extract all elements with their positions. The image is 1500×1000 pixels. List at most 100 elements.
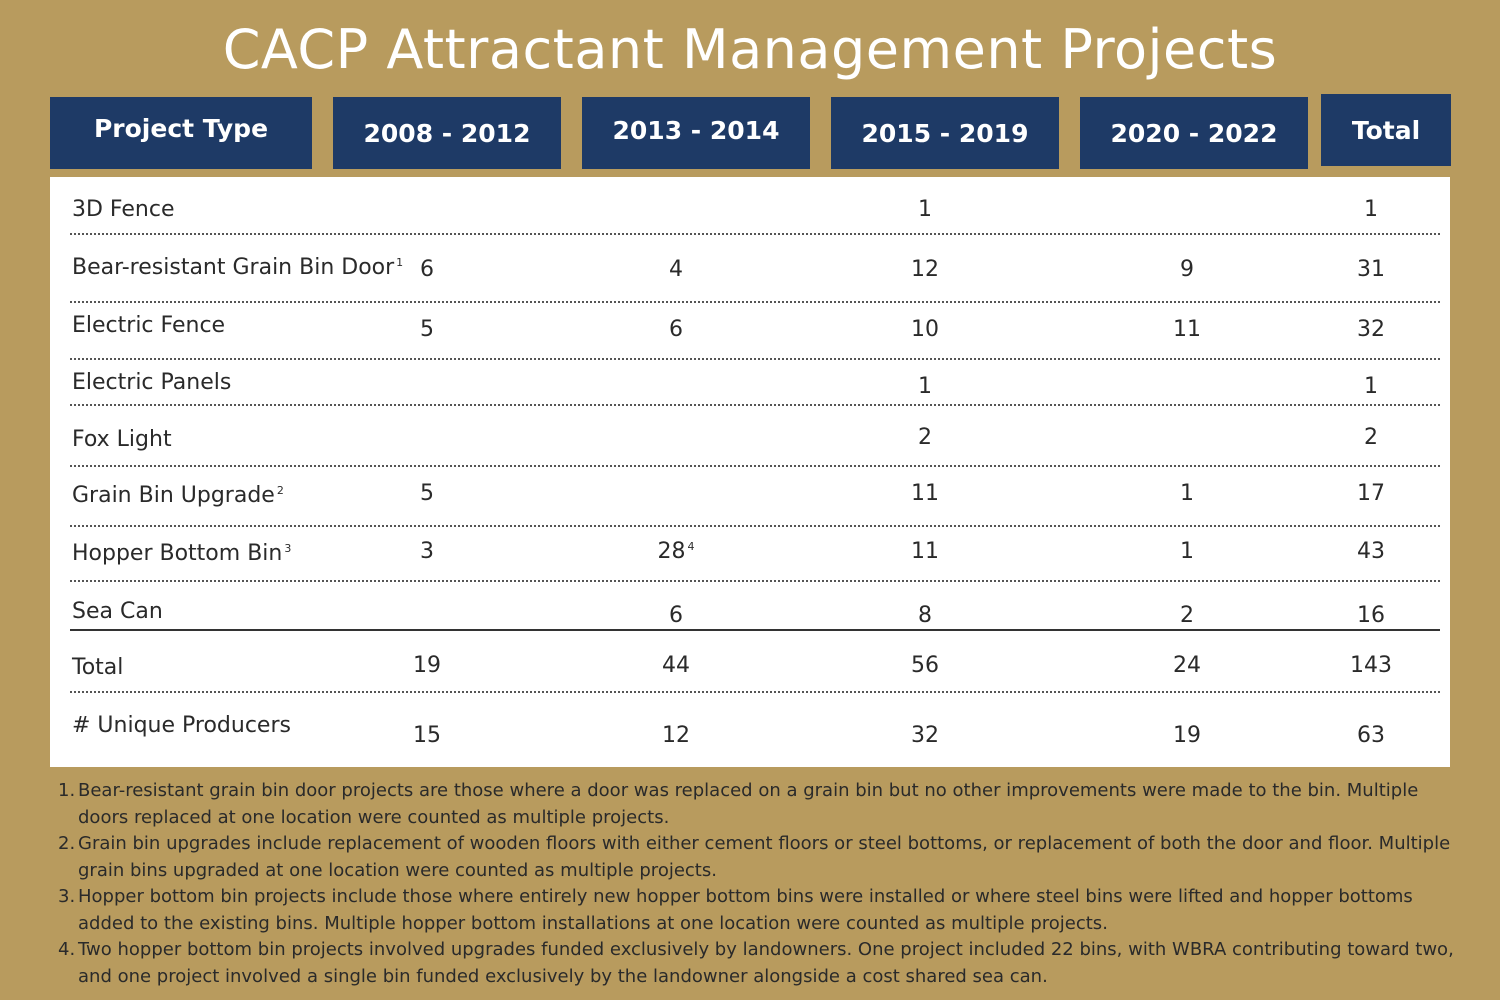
cell-total: 31 xyxy=(1331,257,1411,282)
row-label-text: Electric Panels xyxy=(72,370,232,395)
row-label: # Unique Producers xyxy=(72,713,291,738)
cell-v1: 5 xyxy=(387,317,467,342)
footnote: 2. Grain bin upgrades include replacement… xyxy=(58,831,1458,884)
footnote-text: Bear-resistant grain bin door projects a… xyxy=(78,780,1419,828)
row-label-text: Electric Fence xyxy=(72,313,226,338)
cell-value: 2 xyxy=(918,425,932,450)
cell-value: 56 xyxy=(911,653,939,678)
cell-v2: 44 xyxy=(636,653,716,678)
footnote-marker: 3 xyxy=(284,541,292,555)
header-project-type: Project Type xyxy=(50,97,312,169)
row-label-text: # Unique Producers xyxy=(72,713,291,738)
table-row: Electric Fence 5 6 10 11 32 xyxy=(70,303,1440,360)
cell-value: 5 xyxy=(420,317,434,342)
cell-value: 5 xyxy=(420,481,434,506)
cell-value: 8 xyxy=(918,603,932,628)
cell-value: 44 xyxy=(662,653,690,678)
table-row: Sea Can 6 8 2 16 xyxy=(70,582,1440,631)
row-label-text: Hopper Bottom Bin xyxy=(72,541,283,566)
cell-v3: 1 xyxy=(885,374,965,399)
cell-v3: 56 xyxy=(885,653,965,678)
row-label: Grain Bin Upgrade 2 xyxy=(72,483,284,508)
row-label-text: Sea Can xyxy=(72,599,163,624)
cell-v3: 11 xyxy=(885,539,965,564)
cell-v1: 6 xyxy=(387,257,467,282)
footnote-number: 1. xyxy=(58,780,76,801)
cell-total: 32 xyxy=(1331,317,1411,342)
footnote-text: Grain bin upgrades include replacement o… xyxy=(78,833,1451,881)
cell-v4: 1 xyxy=(1147,481,1227,506)
header-2008-2012: 2008 - 2012 xyxy=(333,97,561,169)
cell-value: 12 xyxy=(662,723,690,748)
row-divider xyxy=(70,465,1440,467)
table-row: Total 19 44 56 24 143 xyxy=(70,631,1440,693)
cell-total: 17 xyxy=(1331,481,1411,506)
footnote-number: 3. xyxy=(58,886,76,907)
row-divider xyxy=(70,580,1440,582)
table-row: Hopper Bottom Bin 3 3 28 4 11 1 43 xyxy=(70,527,1440,582)
cell-total: 143 xyxy=(1331,653,1411,678)
footnote-marker: 2 xyxy=(276,483,284,497)
cell-total: 43 xyxy=(1331,539,1411,564)
cell-total: 63 xyxy=(1331,723,1411,748)
header-2013-2014: 2013 - 2014 xyxy=(582,97,810,169)
cell-v3: 8 xyxy=(885,603,965,628)
cell-value: 1 xyxy=(918,374,932,399)
row-label-text: Bear-resistant Grain Bin Door xyxy=(72,255,395,280)
cell-value: 11 xyxy=(911,539,939,564)
cell-value: 2 xyxy=(1180,603,1194,628)
table-row: Electric Panels 1 1 xyxy=(70,360,1440,406)
cell-v1: 3 xyxy=(387,539,467,564)
cell-v1: 19 xyxy=(387,653,467,678)
row-label: 3D Fence xyxy=(72,197,175,222)
cell-value: 24 xyxy=(1173,653,1201,678)
cell-value: 16 xyxy=(1357,603,1385,628)
cell-v4: 11 xyxy=(1147,317,1227,342)
cell-total: 1 xyxy=(1331,374,1411,399)
cell-v3: 1 xyxy=(885,197,965,222)
row-label: Fox Light xyxy=(72,427,172,452)
row-divider xyxy=(70,525,1440,527)
cell-v2: 4 xyxy=(636,257,716,282)
cell-value: 4 xyxy=(669,257,683,282)
cell-value: 32 xyxy=(911,723,939,748)
cell-v2: 12 xyxy=(636,723,716,748)
row-label: Bear-resistant Grain Bin Door 1 xyxy=(72,255,403,280)
cell-value: 63 xyxy=(1357,723,1385,748)
cell-value: 28 xyxy=(657,539,686,564)
cell-value: 1 xyxy=(1364,374,1378,399)
cell-value: 19 xyxy=(413,653,441,678)
footnote-marker: 1 xyxy=(396,255,404,269)
footnote-number: 2. xyxy=(58,833,76,854)
cell-total: 2 xyxy=(1331,425,1411,450)
footnotes: 1. Bear-resistant grain bin door projects… xyxy=(58,778,1458,990)
row-label-text: Total xyxy=(72,655,124,680)
cell-value: 19 xyxy=(1173,723,1201,748)
cell-total: 16 xyxy=(1331,603,1411,628)
header-total: Total xyxy=(1321,94,1451,166)
header-2020-2022: 2020 - 2022 xyxy=(1080,97,1308,169)
table-panel: 3D Fence 1 1 Bear-resistant Grain Bin Door 1… xyxy=(50,177,1450,767)
row-label: Electric Fence xyxy=(72,313,225,338)
cell-v3: 32 xyxy=(885,723,965,748)
row-divider xyxy=(70,233,1440,235)
footnote-text: Hopper bottom bin projects include those… xyxy=(78,886,1413,934)
table-row: # Unique Producers 15 12 32 19 63 xyxy=(70,693,1440,767)
cell-value: 2 xyxy=(1364,425,1378,450)
cell-value: 17 xyxy=(1357,481,1385,506)
page-title: CACP Attractant Management Projects xyxy=(222,18,1278,81)
cell-value: 1 xyxy=(1180,539,1194,564)
cell-value: 43 xyxy=(1357,539,1385,564)
table-row: Bear-resistant Grain Bin Door 1 6 4 12 9 31 xyxy=(70,234,1440,303)
cell-value: 6 xyxy=(669,603,683,628)
cell-value: 1 xyxy=(1364,197,1378,222)
cell-v2: 28 4 xyxy=(636,539,716,564)
cell-value: 1 xyxy=(1180,481,1194,506)
cell-value: 143 xyxy=(1350,653,1392,678)
row-label-text: Grain Bin Upgrade xyxy=(72,483,275,508)
cell-v4: 2 xyxy=(1147,603,1227,628)
cell-v3: 2 xyxy=(885,425,965,450)
footnote: 1. Bear-resistant grain bin door projects… xyxy=(58,778,1458,831)
cell-value: 32 xyxy=(1357,317,1385,342)
cell-v1: 5 xyxy=(387,481,467,506)
